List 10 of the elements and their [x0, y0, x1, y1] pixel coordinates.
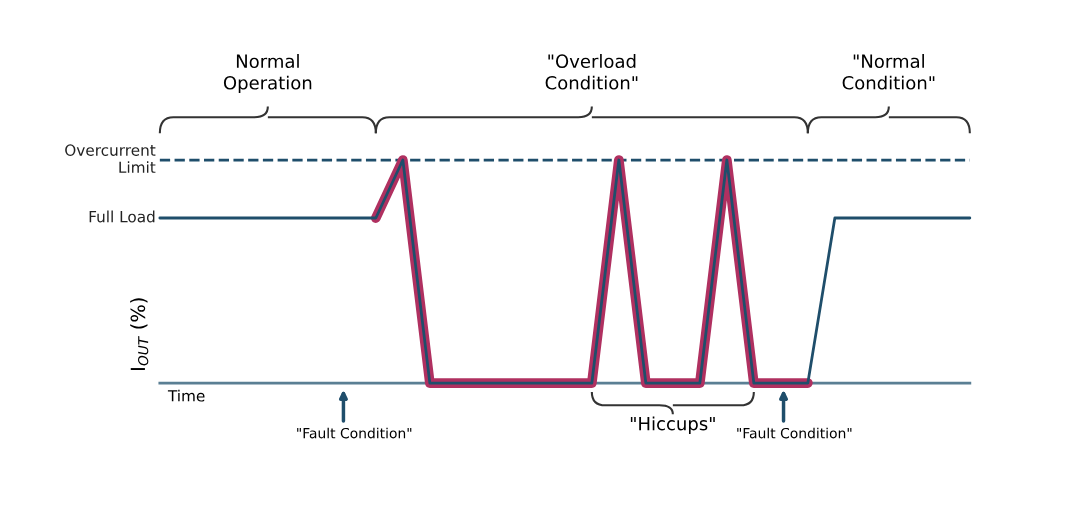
text: "Fault Condition": [297, 427, 412, 439]
y-axis-title: I$_{OUT}$ (%): [130, 298, 149, 370]
text: Full Load: [89, 210, 155, 223]
text: "Overload Condition": [545, 54, 638, 90]
text: "Fault Condition": [737, 427, 852, 439]
text: "Hiccups": [630, 416, 715, 434]
text: "Normal Condition": [842, 54, 935, 90]
x-axis-title: Time: [167, 389, 205, 402]
ref-line-label: Overcurrent Limit: [65, 144, 156, 173]
text: Normal Operation: [223, 54, 312, 94]
